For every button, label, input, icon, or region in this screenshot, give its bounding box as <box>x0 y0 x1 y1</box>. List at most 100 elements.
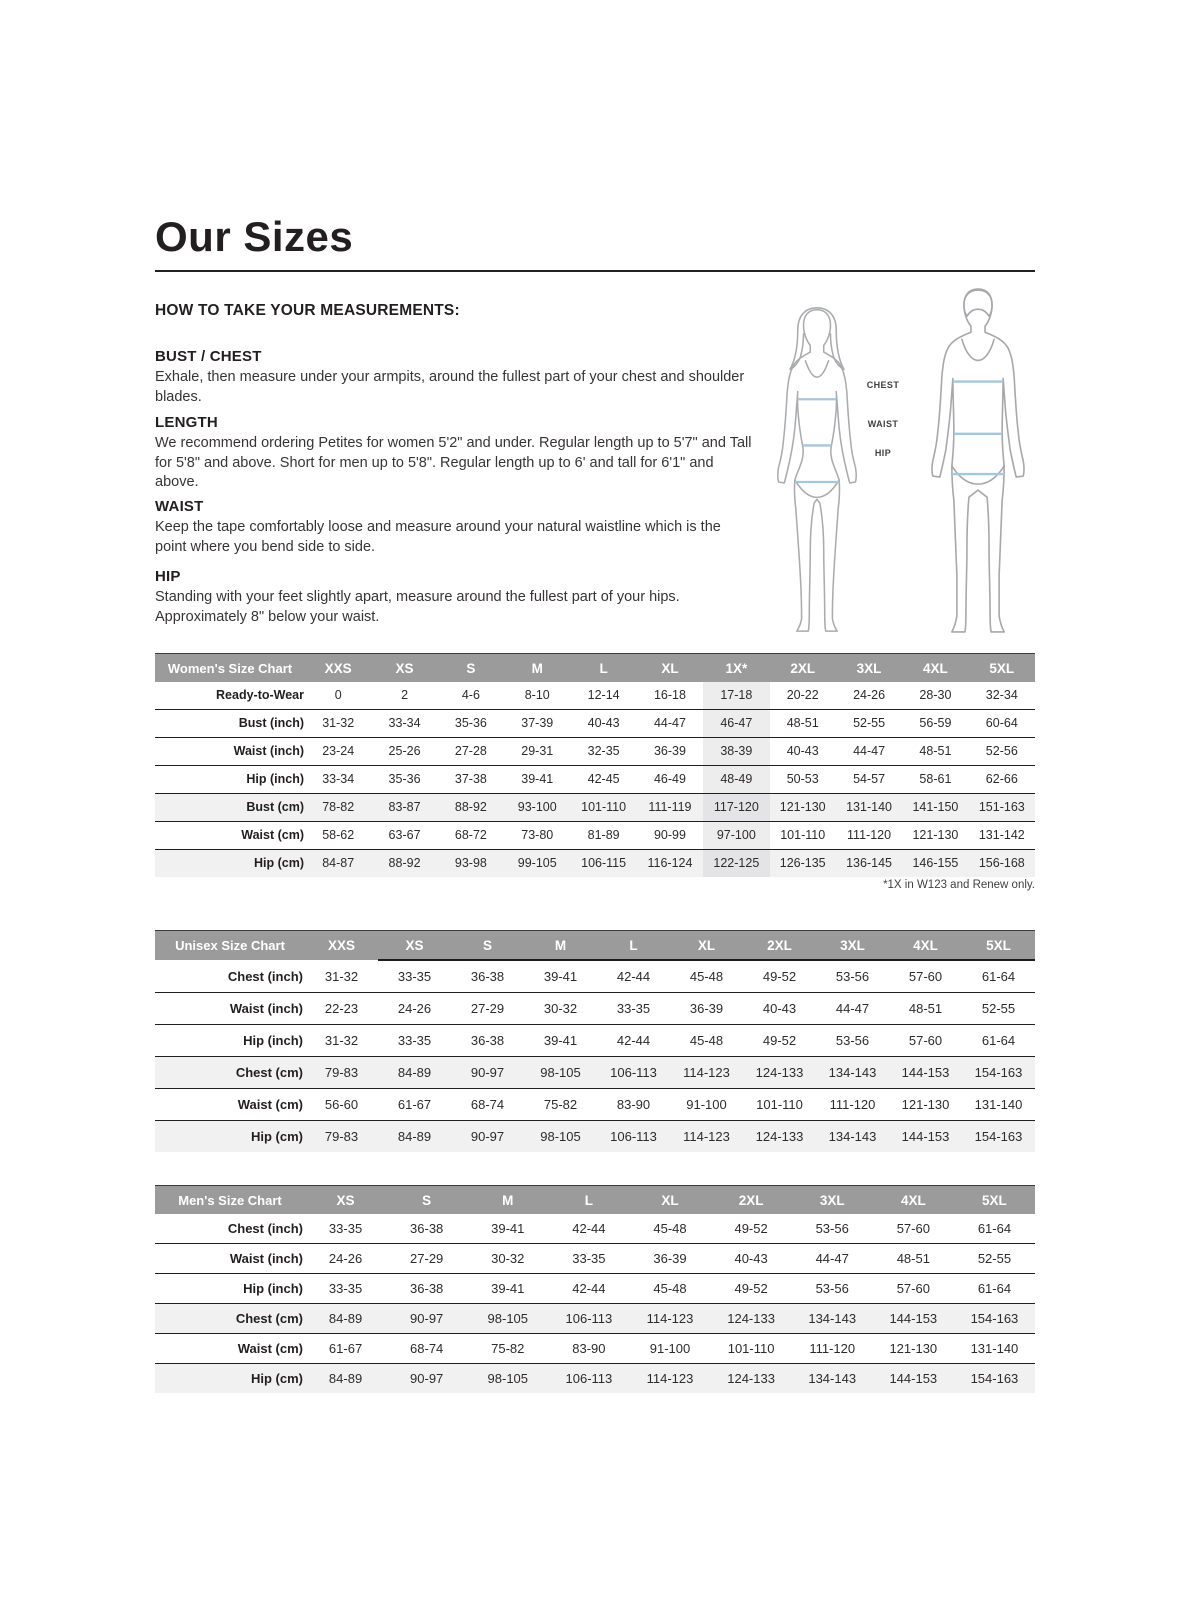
size-chart-cell: 53-56 <box>816 1024 889 1057</box>
table-row: Chest (inch) 33-35 36-38 39-41 42-44 45-48 49-… <box>155 1214 1035 1244</box>
size-chart-cell: 121-130 <box>769 793 836 822</box>
size-chart-cell: 106-113 <box>597 1056 670 1089</box>
size-chart-cell: 75-82 <box>524 1088 597 1121</box>
size-chart-cell: 45-48 <box>653 1221 687 1236</box>
size-chart-cell: 17-18 <box>703 682 770 710</box>
size-chart-cell: 134-143 <box>816 1056 889 1089</box>
size-chart-cell: 49-52 <box>762 969 797 984</box>
size-chart-cell: 37-38 <box>437 765 505 794</box>
size-chart-cell: 121-130 <box>902 821 969 850</box>
size-chart-cell: 40-43 <box>743 992 816 1025</box>
size-chart-cell: 90-97 <box>386 1303 468 1334</box>
size-chart-cell: 42-44 <box>572 1221 606 1236</box>
table-row: Chest (inch) 31-32 33-35 36-38 39-41 42-44 45-… <box>155 960 1035 993</box>
size-chart-cell: 38-39 <box>703 737 770 766</box>
size-chart-cell: 29-31 <box>504 737 571 766</box>
size-chart-cell: 57-60 <box>872 1273 954 1304</box>
row-label: Waist (inch) <box>155 737 305 766</box>
size-chart-cell: 60-64 <box>968 709 1035 738</box>
size-chart-cell: 32-35 <box>570 737 637 766</box>
size-chart-cell: 101-110 <box>743 1088 816 1121</box>
size-chart-cell: 93-100 <box>504 793 571 822</box>
size-chart-cell: 42-45 <box>570 765 637 794</box>
size-chart-cell: 57-60 <box>896 1221 930 1236</box>
size-chart-cell: 98-105 <box>524 1120 597 1152</box>
size-chart-cell: 83-87 <box>371 793 438 822</box>
title-divider <box>155 270 1035 272</box>
column-header: S <box>437 653 505 682</box>
size-chart-cell: 98-105 <box>524 1056 597 1089</box>
size-chart-cell: 33-35 <box>378 1024 451 1057</box>
size-chart-cell: 134-143 <box>791 1303 873 1334</box>
row-label: Hip (cm) <box>155 1120 305 1152</box>
row-label: Hip (inch) <box>155 1273 305 1304</box>
table-row: Hip (cm) 84-89 90-97 98-105 106-113 114-123 12… <box>155 1363 1035 1393</box>
size-chart-cell: 131-140 <box>962 1088 1035 1121</box>
page-title: Our Sizes <box>155 213 354 260</box>
row-label: Waist (cm) <box>155 821 305 850</box>
size-chart-cell: 42-44 <box>616 969 651 984</box>
size-chart-cell: 24-26 <box>378 992 451 1025</box>
table-row: Chest (cm) 79-83 84-89 90-97 98-105 106-113 11… <box>155 1056 1035 1089</box>
column-header: 3XL <box>791 1185 873 1214</box>
section-body: We recommend ordering Petites for women … <box>155 435 752 491</box>
size-chart-cell: 124-133 <box>710 1303 792 1334</box>
size-chart-cell: 42-44 <box>548 1273 630 1304</box>
size-chart-cell: 154-163 <box>953 1303 1035 1334</box>
mens-size-chart: Men's Size Chart XS S M L XL 2XL 3XL 4XL 5XL Chest… <box>155 1185 1035 1393</box>
size-chart-cell: 42-44 <box>597 1024 670 1057</box>
size-chart-cell: 39-41 <box>524 1024 597 1057</box>
size-chart-cell: 16-18 <box>653 688 686 702</box>
column-header: S <box>386 1185 468 1214</box>
size-chart-cell: 53-56 <box>791 1273 873 1304</box>
unisex-size-chart: Unisex Size Chart XXS XS S M L XL 2XL 3XL 4XL 5XL C… <box>155 930 1035 1152</box>
size-chart-cell: 31-32 <box>324 968 359 984</box>
size-chart-cell: 0 <box>334 688 342 702</box>
size-chart-cell: 84-87 <box>305 849 372 877</box>
header-row: Women's Size Chart XXS XS S M L XL 1X* 2XL 3XL 4XL… <box>155 653 1035 682</box>
size-chart-cell: 154-163 <box>953 1363 1035 1393</box>
size-chart-cell: 48-51 <box>872 1243 954 1274</box>
row-label: Bust (cm) <box>155 793 305 822</box>
column-header: S <box>451 930 524 961</box>
table-row: Hip (cm) 79-83 84-89 90-97 98-105 106-113 114-… <box>155 1120 1035 1152</box>
size-chart-cell: 50-53 <box>769 765 836 794</box>
size-chart-cell: 20-22 <box>786 688 819 702</box>
size-chart-cell: 52-56 <box>968 737 1035 766</box>
size-chart-cell: 151-163 <box>968 793 1035 822</box>
size-chart-cell: 111-120 <box>835 821 903 850</box>
row-label: Bust (inch) <box>155 709 305 738</box>
size-chart-cell: 61-64 <box>953 1273 1035 1304</box>
chest-label: CHEST <box>866 380 900 390</box>
size-chart-cell: 84-89 <box>378 1120 451 1152</box>
size-chart-cell: 57-60 <box>908 969 943 984</box>
size-chart-cell: 48-51 <box>902 737 969 766</box>
table-row: Hip (inch) 33-34 35-36 37-38 39-41 42-45 46-49… <box>155 765 1035 794</box>
size-chart-cell: 81-89 <box>570 821 637 850</box>
table-row: Waist (inch) 23-24 25-26 27-28 29-31 32-35 36-… <box>155 737 1035 766</box>
row-label: Chest (inch) <box>227 968 303 984</box>
section-bust-chest: BUST / CHEST Exhale, then measure under … <box>155 348 755 407</box>
row-label: Waist (inch) <box>155 992 305 1025</box>
size-chart-cell: 27-29 <box>451 992 524 1025</box>
size-chart-cell: 146-155 <box>902 849 969 877</box>
size-chart-cell: 68-74 <box>386 1333 468 1364</box>
row-label: Ready-to-Wear <box>216 688 304 702</box>
size-chart-cell: 36-39 <box>629 1243 711 1274</box>
size-chart-cell: 52-55 <box>835 709 903 738</box>
column-header: XS <box>305 1185 387 1214</box>
size-chart-cell: 93-98 <box>437 849 505 877</box>
column-header: 5XL <box>962 930 1035 961</box>
table-row: Waist (inch) 24-26 27-29 30-32 33-35 36-39 40-… <box>155 1243 1035 1274</box>
table-row: Chest (cm) 84-89 90-97 98-105 106-113 114-123… <box>155 1303 1035 1334</box>
size-chart-cell: 56-59 <box>902 709 969 738</box>
size-chart-cell: 25-26 <box>371 737 438 766</box>
size-chart-cell: 44-47 <box>835 737 903 766</box>
footnote: *1X in W123 and Renew only. <box>883 879 1035 891</box>
column-header: 5XL <box>953 1185 1035 1214</box>
size-chart-title: Unisex Size Chart <box>155 930 305 960</box>
column-header: XXS <box>305 653 372 682</box>
section-heading: LENGTH <box>155 414 218 431</box>
size-chart-cell: 136-145 <box>835 849 903 877</box>
size-chart-cell: 52-55 <box>962 992 1035 1025</box>
